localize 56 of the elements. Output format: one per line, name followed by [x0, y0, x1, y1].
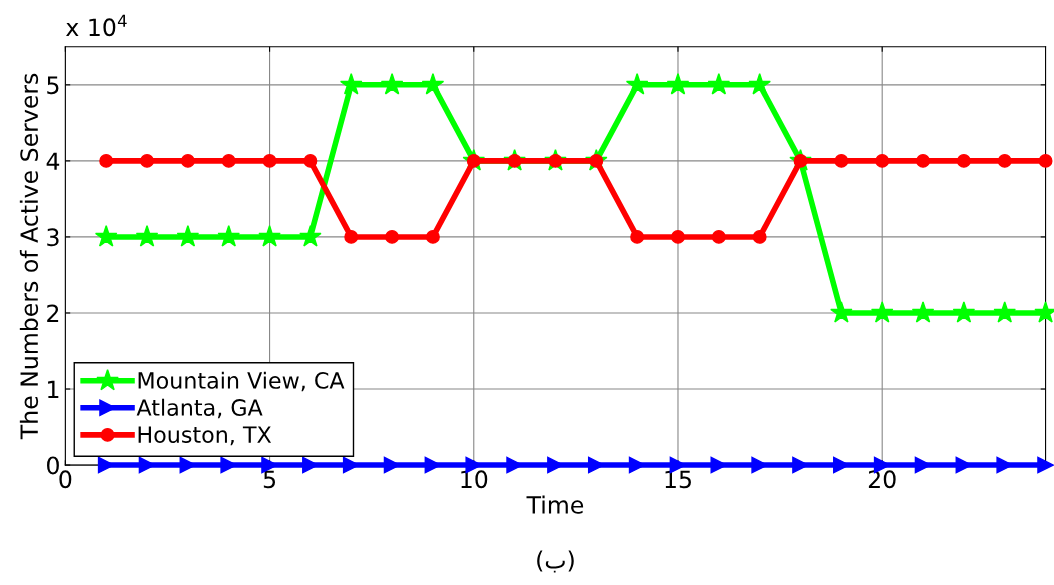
x-tick-label: 5: [263, 470, 276, 489]
point: [625, 73, 649, 95]
x-tick-label: 15: [665, 470, 691, 489]
y-tick-label: 2: [47, 304, 59, 322]
y-tick-label: 0: [47, 456, 59, 475]
point: [94, 225, 118, 247]
point: [135, 225, 159, 247]
point: [666, 73, 690, 95]
point: [385, 229, 400, 244]
legend-label: Mountain View, CA: [138, 371, 345, 392]
point: [711, 229, 726, 244]
point: [425, 229, 440, 244]
y-tick-label: 3: [47, 228, 59, 247]
point: [380, 73, 404, 95]
point: [671, 229, 685, 244]
point: [870, 301, 894, 323]
x-tick-label: 10: [461, 470, 488, 489]
point: [176, 225, 200, 247]
point: [217, 225, 240, 247]
point: [421, 73, 445, 95]
point: [997, 153, 1012, 168]
point: [1037, 456, 1054, 474]
point: [916, 153, 930, 168]
y-tick-label: 5: [47, 76, 59, 95]
point: [911, 301, 935, 323]
y-tick-label: 4: [46, 152, 60, 170]
point: [830, 301, 853, 323]
point: [221, 153, 236, 168]
point: [99, 153, 114, 168]
y-axis-title: The Numbers of Active Servers: [19, 73, 39, 440]
point: [952, 301, 976, 323]
x-tick-label: 0: [59, 470, 72, 489]
point: [140, 153, 154, 168]
legend-label: Atlanta, GA: [136, 398, 263, 419]
x-axis-title: Time: [526, 495, 584, 514]
point: [956, 153, 971, 168]
point: [875, 153, 890, 168]
point: [262, 153, 277, 168]
point: [993, 301, 1016, 323]
point: [752, 229, 767, 244]
x-tick-label: 20: [868, 470, 896, 489]
point: [748, 73, 771, 95]
point: [630, 229, 645, 244]
point: [299, 225, 322, 247]
point: [303, 153, 318, 168]
point: [344, 229, 359, 244]
text: (ب): [537, 550, 574, 573]
legend-label: Houston, TX: [138, 426, 272, 446]
point: [1038, 153, 1053, 168]
point: [834, 153, 849, 168]
y-tick-label: 1: [48, 380, 59, 398]
point: [339, 73, 363, 95]
point: [707, 73, 731, 95]
point: [258, 225, 281, 247]
text: x 10$^{4}$: [66, 14, 127, 37]
point: [180, 153, 195, 168]
